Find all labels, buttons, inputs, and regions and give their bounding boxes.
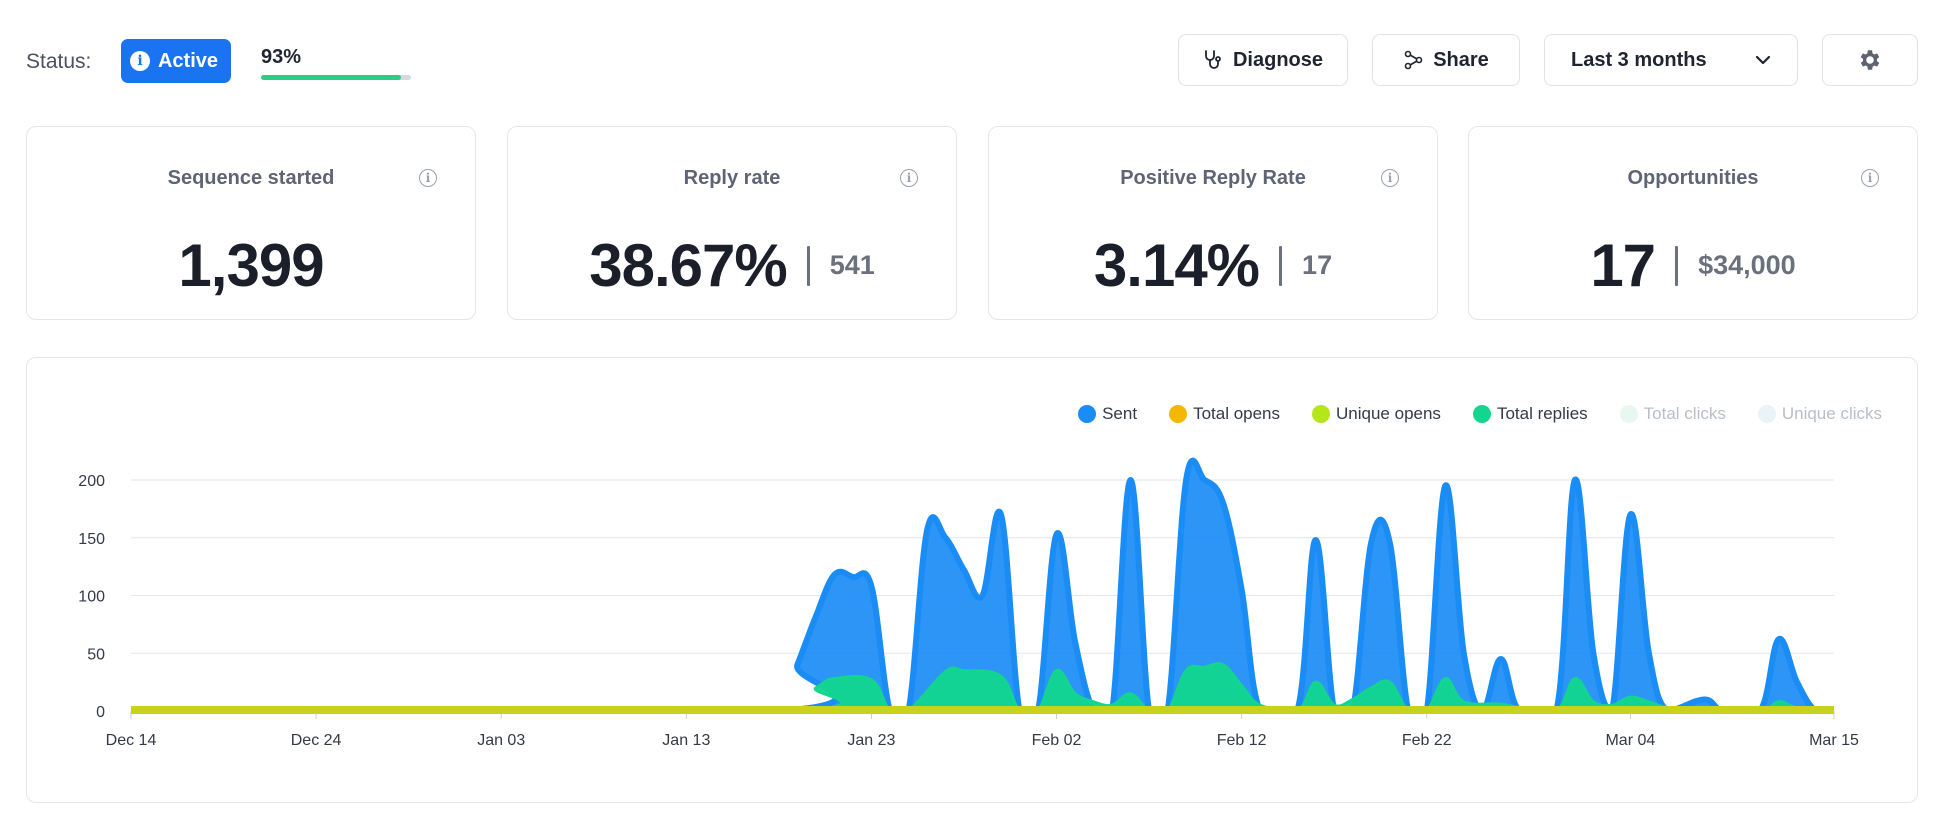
legend-item-sent[interactable]: Sent <box>1078 404 1137 424</box>
legend-swatch <box>1078 405 1097 423</box>
series-area-total-replies <box>131 663 1834 711</box>
progress-fill <box>261 75 401 80</box>
info-icon[interactable]: i <box>419 169 437 187</box>
card-sub-value: 541 <box>829 250 875 280</box>
legend-label: Total opens <box>1193 404 1281 423</box>
card-value: 3.14% <box>1093 232 1260 299</box>
x-tick-label: Dec 24 <box>291 732 342 749</box>
progress-indicator: 93% <box>261 46 413 80</box>
x-tick-label: Jan 13 <box>662 732 710 749</box>
legend-swatch <box>1312 405 1331 423</box>
card-sub-value: $34,000 <box>1698 250 1796 280</box>
legend-label: Unique clicks <box>1781 404 1882 423</box>
share-nodes-icon <box>1403 50 1423 70</box>
legend-item-total-replies[interactable]: Total replies <box>1472 404 1588 424</box>
legend-item-total-opens[interactable]: Total opens <box>1169 404 1280 424</box>
y-tick-label: 50 <box>87 646 105 663</box>
legend-item-unique-opens[interactable]: Unique opens <box>1312 404 1441 424</box>
x-tick-label: Jan 03 <box>477 732 525 749</box>
y-tick-label: 100 <box>78 589 105 606</box>
card-value: 1,399 <box>178 232 324 299</box>
progress-track <box>261 75 411 80</box>
legend-swatch <box>1619 405 1638 423</box>
card-value-row: 17 $34,000 <box>1469 231 1917 300</box>
card-divider <box>1675 245 1679 286</box>
legend-item-total-clicks[interactable]: Total clicks <box>1619 404 1726 424</box>
x-tick-label: Jan 23 <box>847 732 895 749</box>
card-value-row: 1,399 <box>27 231 475 300</box>
y-tick-label: 150 <box>78 531 105 548</box>
chart-legend: Sent Total opens Unique opens Total repl… <box>1078 404 1882 424</box>
legend-label: Total clicks <box>1643 404 1726 423</box>
card-value-row: 3.14% 17 <box>989 231 1437 300</box>
status-badge[interactable]: i Active <box>121 39 231 83</box>
card-divider <box>1279 245 1283 286</box>
legend-label: Unique opens <box>1336 404 1441 423</box>
status-label: Status: <box>26 50 92 73</box>
card-title: Opportunities <box>1627 167 1759 189</box>
card-divider <box>806 245 810 286</box>
date-range-label: Last 3 months <box>1571 48 1707 71</box>
settings-button[interactable] <box>1822 34 1918 86</box>
card-title: Reply rate <box>683 167 781 189</box>
stat-card-opportunities: Opportunities i 17 $34,000 <box>1468 126 1918 320</box>
legend-swatch <box>1757 405 1776 423</box>
card-sub-value: 17 <box>1302 250 1333 280</box>
y-tick-label: 0 <box>96 704 105 721</box>
diagnose-label: Diagnose <box>1232 48 1324 71</box>
header-bar: Status: i Active 93% Diagnose Share <box>0 0 1942 120</box>
stethoscope-icon <box>1203 49 1223 71</box>
card-title: Positive Reply Rate <box>1120 167 1306 189</box>
legend-item-unique-clicks[interactable]: Unique clicks <box>1757 404 1882 424</box>
stat-card-reply-rate: Reply rate i 38.67% 541 <box>507 126 957 320</box>
progress-text: 93% <box>261 46 302 68</box>
series-area-sent <box>131 460 1834 711</box>
legend-swatch <box>1169 405 1188 423</box>
info-icon[interactable]: i <box>1381 169 1399 187</box>
legend-swatch <box>1472 405 1491 423</box>
info-icon[interactable]: i <box>1861 169 1879 187</box>
y-tick-label: 200 <box>78 473 105 490</box>
x-tick-label: Feb 12 <box>1217 732 1267 749</box>
share-label: Share <box>1433 48 1489 71</box>
legend-label: Sent <box>1102 404 1138 423</box>
chevron-down-icon <box>1755 55 1771 65</box>
card-value-row: 38.67% 541 <box>508 231 956 300</box>
gear-icon <box>1857 47 1883 73</box>
card-title: Sequence started <box>167 167 335 189</box>
x-tick-label: Feb 02 <box>1032 732 1082 749</box>
card-value: 17 <box>1590 232 1656 299</box>
info-icon: i <box>129 51 150 71</box>
x-tick-label: Feb 22 <box>1402 732 1452 749</box>
info-icon[interactable]: i <box>900 169 918 187</box>
stat-card-sequence-started: Sequence started i 1,399 <box>26 126 476 320</box>
x-tick-label: Dec 14 <box>106 732 157 749</box>
x-tick-label: Mar 15 <box>1809 732 1859 749</box>
diagnose-button[interactable]: Diagnose <box>1178 34 1348 86</box>
date-range-select[interactable]: Last 3 months <box>1544 34 1798 86</box>
legend-label: Total replies <box>1496 404 1588 423</box>
card-value: 38.67% <box>589 232 787 299</box>
stat-card-positive-reply-rate: Positive Reply Rate i 3.14% 17 <box>988 126 1438 320</box>
share-button[interactable]: Share <box>1372 34 1520 86</box>
status-badge-label: Active <box>157 49 219 72</box>
x-tick-label: Mar 04 <box>1605 732 1655 749</box>
